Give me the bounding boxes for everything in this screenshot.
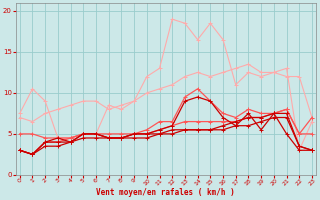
X-axis label: Vent moyen/en rafales ( km/h ): Vent moyen/en rafales ( km/h ) bbox=[97, 188, 235, 197]
